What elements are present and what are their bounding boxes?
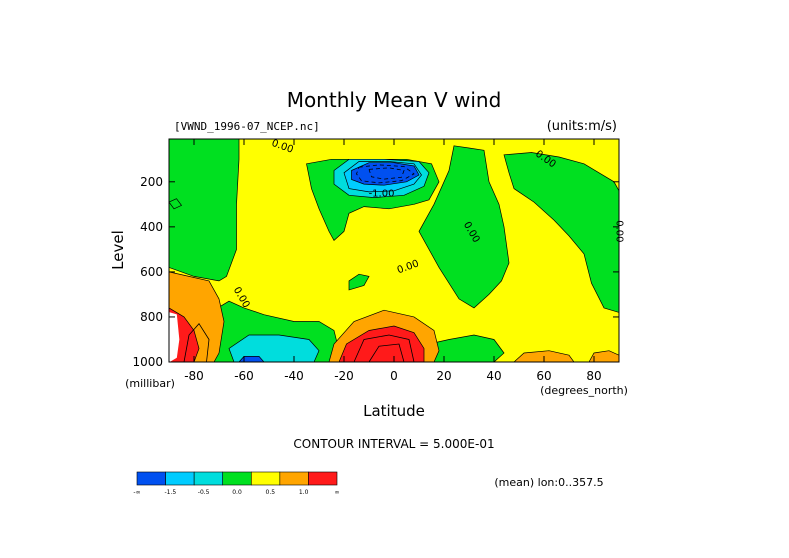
field-neg-sh-low (228, 334, 320, 363)
colorbar-label: -1.5 (164, 489, 176, 496)
x-tick-label: 60 (536, 369, 551, 383)
x-axis: -80 -60 -40 -20 0 20 40 60 80 (184, 139, 602, 383)
y-tick-label: 1000 (132, 355, 163, 369)
y-axis-label: Level (109, 230, 127, 270)
y-tick-label: 400 (140, 220, 163, 234)
chart-title: Monthly Mean V wind (287, 88, 502, 112)
colorbar-swatch (250, 471, 281, 486)
colorbar-label: 0.5 (266, 489, 276, 496)
colorbar-swatch (308, 471, 338, 486)
x-axis-label: Latitude (363, 402, 425, 420)
contour-sh-pos-1 (183, 323, 210, 363)
contour-interval-label: CONTOUR INTERVAL = 5.000E-01 (293, 437, 494, 451)
contour-label: -1.00 (369, 188, 395, 199)
x-tick-label: -60 (234, 369, 254, 383)
x-tick-label: -80 (184, 369, 204, 383)
field-negative-mid (348, 273, 370, 291)
field-negative-nh-mid (418, 145, 510, 309)
colorbar-legend: -∞ -1.5 -0.5 0.0 0.5 1.0 ∞ (133, 471, 340, 496)
contour-eq-pos-2 (368, 343, 405, 363)
field-neg-core (351, 162, 420, 186)
y-tick-label: 200 (140, 175, 163, 189)
y-units-label: (millibar) (125, 377, 175, 390)
colorbar-label: 0.0 (232, 489, 242, 496)
field-negative-nh-polar (503, 152, 620, 313)
contour-jet-dash-1 (356, 164, 415, 184)
y-tick-label: 600 (140, 265, 163, 279)
contour-jet-dash-2 (368, 167, 405, 180)
colorbar-swatch (165, 471, 195, 486)
colorbar-label: -∞ (133, 489, 140, 496)
x-tick-label: -40 (284, 369, 304, 383)
x-tick-label: 20 (436, 369, 451, 383)
y-tick-label: 800 (140, 310, 163, 324)
colorbar-label: ∞ (335, 489, 340, 496)
x-units-label: (degrees_north) (540, 384, 628, 397)
colorbar-swatch (222, 471, 252, 486)
dataset-label: [VWND_1996-07_NCEP.nc] (174, 120, 320, 133)
colorbar-swatch (136, 471, 166, 486)
y-axis: 200 400 600 800 1000 (132, 175, 619, 369)
plot-area: 0.00-1.000.000.000.000.000.00 (168, 138, 625, 363)
field-negative-spot (168, 198, 183, 210)
field-pos-eq-core (338, 325, 425, 363)
colorbar-swatch (279, 471, 309, 486)
colorbar-label: 1.0 (299, 489, 309, 496)
colorbar-label: -0.5 (198, 489, 210, 496)
units-label: (units:m/s) (547, 119, 617, 134)
x-tick-label: -20 (334, 369, 354, 383)
x-tick-label: 0 (390, 369, 398, 383)
x-tick-label: 40 (486, 369, 501, 383)
colorbar-swatch (193, 471, 224, 486)
mean-label: (mean) lon:0..357.5 (494, 476, 603, 489)
field-negative-sh (168, 138, 240, 282)
contour-eq-pos-1 (353, 334, 415, 363)
x-tick-label: 80 (586, 369, 601, 383)
